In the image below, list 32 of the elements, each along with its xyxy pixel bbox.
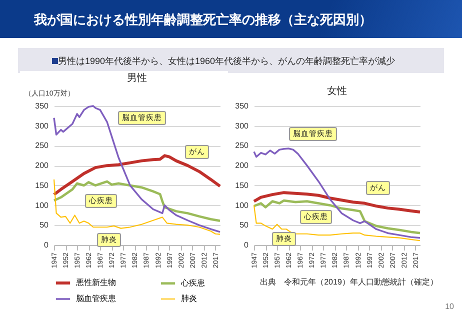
source-note: 出典 令和元年（2019）年人口動態統計（確定） — [260, 276, 438, 288]
line-series — [252, 191, 422, 214]
y-tick-label: 150 — [35, 180, 50, 190]
legend-label: 肺炎 — [181, 294, 197, 303]
text: 男性は1990年代後半から、女性は1960年代後半から、がんの年齢調整死亡率が減少 — [58, 55, 396, 68]
y-tick-label: 200 — [235, 161, 250, 170]
y-tick-label: 250 — [235, 141, 250, 150]
y-tick-label: 100 — [235, 200, 250, 210]
line-series — [252, 199, 422, 234]
text: 我が国における性別年齢調整死亡率の推移（主な死因別） — [34, 11, 372, 29]
line-series — [52, 180, 222, 222]
text: 10 — [445, 302, 454, 311]
y-tick-label: 100 — [35, 200, 50, 210]
y-tick-label: 250 — [35, 141, 50, 150]
y-tick-label: 200 — [35, 161, 50, 170]
line-series — [53, 105, 221, 233]
legend-label: 心疾患 — [180, 278, 205, 288]
y-tick-label: 50 — [240, 220, 250, 230]
y-tick-label: 350 — [235, 102, 250, 110]
legend-label: 悪性新生物 — [75, 278, 116, 287]
y-tick-label: 300 — [35, 121, 50, 130]
chart-title: 男性 — [127, 72, 147, 84]
y-tick-label: 350 — [35, 102, 50, 110]
y-tick-label: 150 — [235, 180, 250, 190]
y-tick-label: 0 — [44, 240, 50, 250]
chart-title: 女性 — [327, 85, 347, 97]
line-series — [53, 178, 221, 235]
y-tick-label: 300 — [235, 121, 250, 130]
line-series — [52, 154, 222, 196]
y-tick-label: 0 — [244, 240, 250, 250]
legend-label: 脳血管疾患 — [76, 294, 116, 303]
y-tick-label: 50 — [40, 220, 50, 230]
